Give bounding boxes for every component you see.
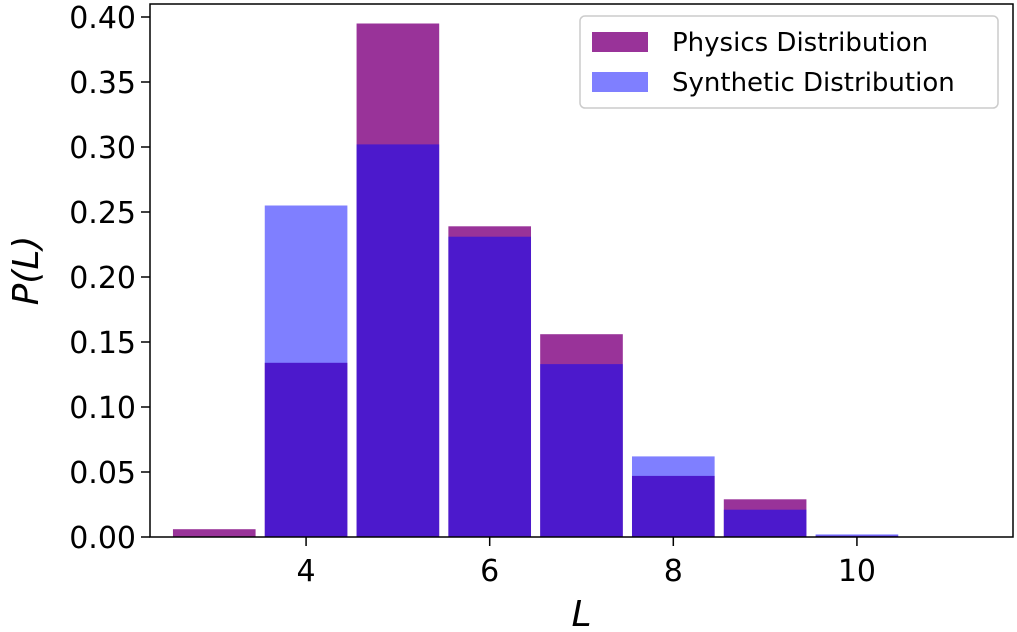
- bar-synthetic-5: [356, 144, 440, 537]
- legend-label-physics: Physics Distribution: [672, 28, 928, 58]
- y-tick-label: 0.30: [69, 131, 136, 166]
- y-tick-label: 0.00: [69, 521, 136, 556]
- x-tick-label: 10: [838, 554, 876, 589]
- x-tick-label: 4: [297, 554, 316, 589]
- bar-synthetic-7: [540, 364, 623, 537]
- x-tick-label: 6: [480, 554, 499, 589]
- legend-label-synthetic: Synthetic Distribution: [672, 68, 955, 98]
- y-tick-label: 0.20: [69, 261, 136, 296]
- axes-layer: 0.00 0.05 0.10 0.15 0.20 0.25 0.30 0.35 0.40 4 6 8 1…: [6, 1, 1014, 632]
- legend-box: [579, 15, 999, 109]
- legend-swatch-physics: [592, 32, 648, 52]
- bar-synthetic-6: [448, 236, 532, 537]
- y-tick-label: 0.15: [69, 326, 136, 361]
- y-tick-label: 0.05: [69, 456, 136, 491]
- plot-frame: [149, 3, 1014, 538]
- y-tick-label: 0.35: [69, 66, 136, 101]
- y-axis-label: P(L): [6, 236, 47, 306]
- y-tick-label: 0.10: [69, 391, 136, 426]
- bar-synthetic-10: [815, 534, 899, 537]
- y-tick-label: 0.40: [69, 1, 136, 36]
- bar-physics-3: [172, 529, 256, 537]
- bar-synthetic-4: [264, 205, 348, 537]
- bar-synthetic-8: [631, 456, 715, 537]
- x-tick-label: 8: [664, 554, 683, 589]
- legend: Physics Distribution Synthetic Distributi…: [579, 15, 999, 109]
- y-tick-label: 0.25: [69, 196, 136, 231]
- bar-synthetic-9: [723, 509, 807, 537]
- legend-swatch-synthetic: [592, 72, 648, 92]
- bars-layer: [172, 23, 899, 538]
- x-axis-label: L: [571, 594, 591, 632]
